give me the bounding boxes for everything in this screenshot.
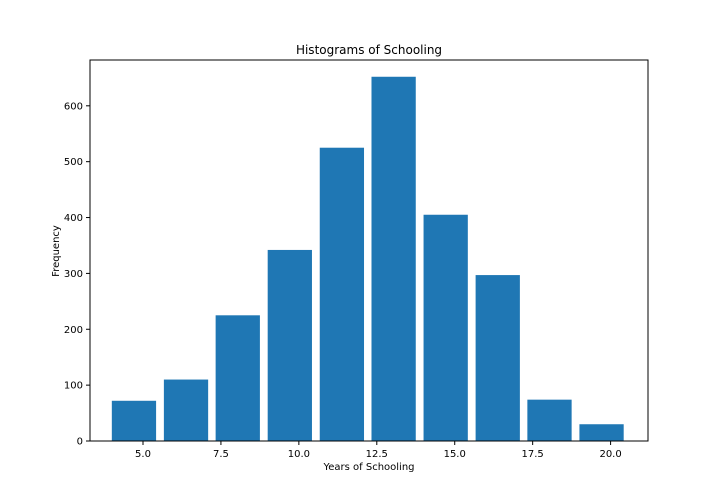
- x-tick-label: 15.0: [444, 449, 466, 460]
- y-tick-label: 200: [64, 325, 83, 336]
- y-axis-label: Frequency: [51, 225, 62, 277]
- plot-frame: [89, 59, 649, 442]
- y-tick-label: 500: [64, 157, 83, 168]
- x-tick-label: 10.0: [288, 449, 310, 460]
- histogram-bar-10: [579, 424, 624, 441]
- x-tick-label: 7.5: [213, 449, 229, 460]
- y-tick-label: 0: [77, 437, 83, 448]
- x-axis-label: Years of Schooling: [322, 462, 414, 473]
- x-tick-label: 17.5: [522, 449, 544, 460]
- y-tick-label: 600: [64, 101, 83, 112]
- histogram-bar-9: [527, 399, 572, 441]
- histogram-bar-4: [267, 249, 312, 441]
- x-tick-label: 12.5: [366, 449, 388, 460]
- histogram-bar-1: [111, 400, 157, 441]
- bars-group: [111, 76, 624, 441]
- y-tick-label: 300: [64, 269, 83, 280]
- y-axis-ticks: 0 100 200 300 400 500 600: [64, 101, 90, 448]
- histogram-bar-5: [319, 147, 365, 441]
- histogram-bar-7: [423, 214, 468, 441]
- histogram-bar-8: [475, 275, 520, 441]
- histogram-bar-3: [215, 315, 260, 441]
- x-tick-label: 20.0: [599, 449, 621, 460]
- chart-title: Histograms of Schooling: [296, 43, 442, 57]
- histogram-bar-6: [371, 76, 416, 441]
- x-tick-label: 5.0: [135, 449, 151, 460]
- x-axis-ticks: 5.0 7.5 10.0 12.5 15.0 17.5 20.0: [135, 441, 622, 460]
- y-tick-label: 100: [64, 381, 83, 392]
- histogram-bar-2: [163, 379, 209, 441]
- y-tick-label: 400: [64, 213, 83, 224]
